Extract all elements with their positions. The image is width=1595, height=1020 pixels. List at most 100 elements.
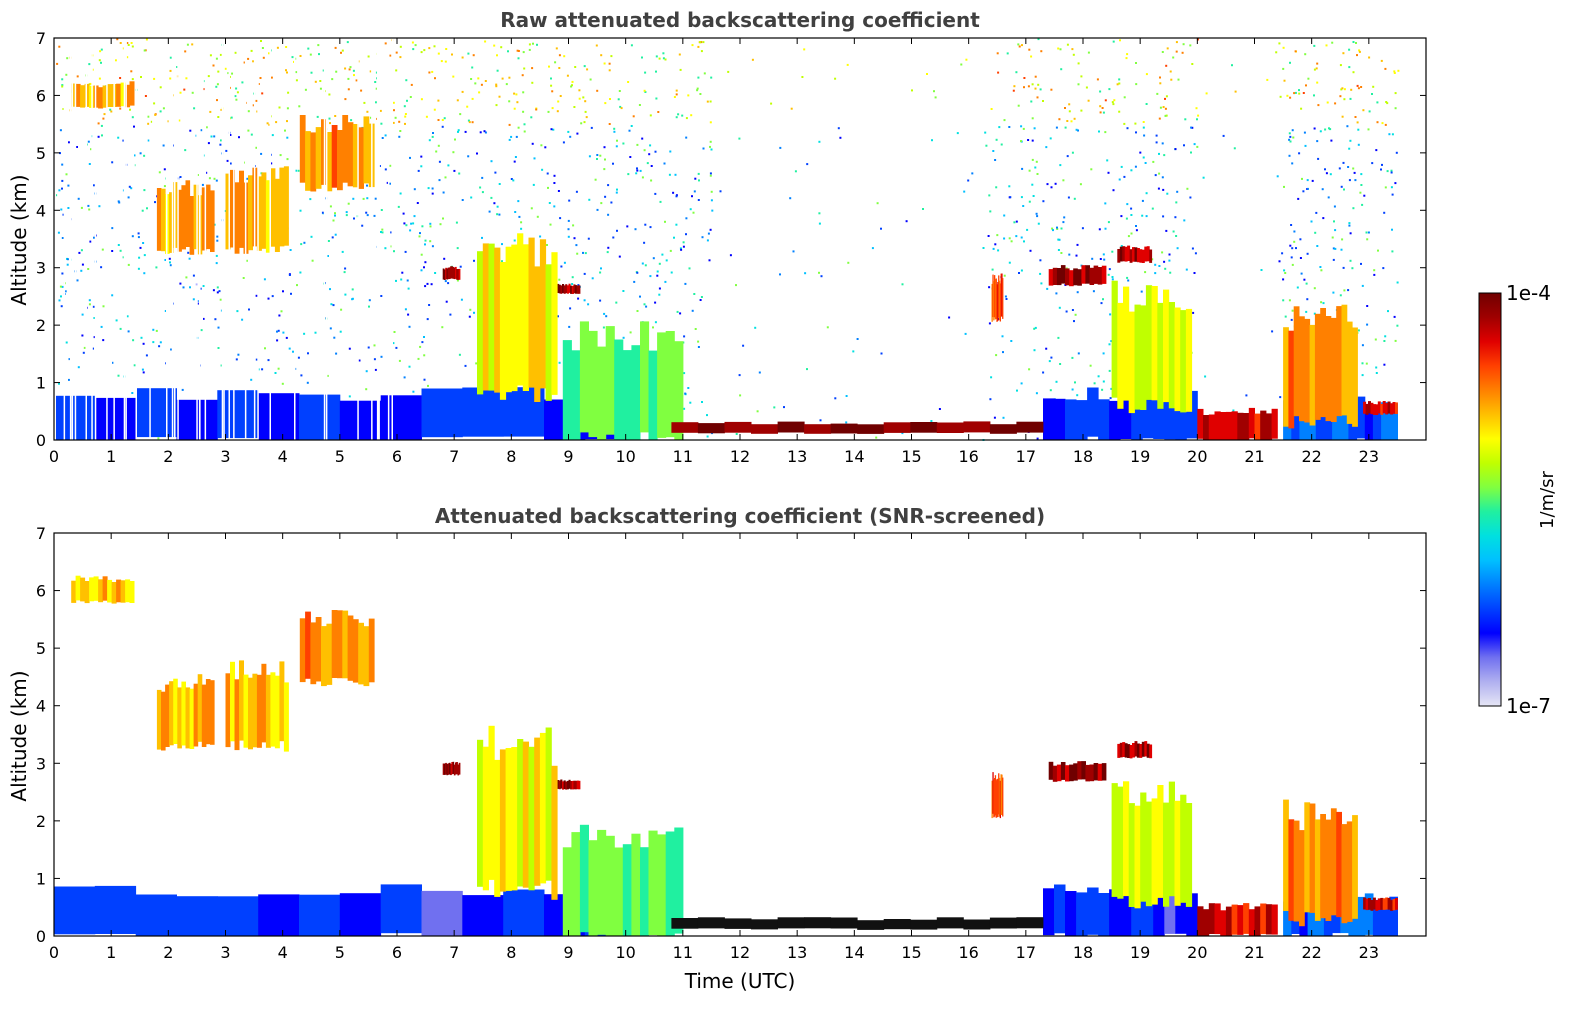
backscatter-cell (451, 266, 453, 279)
noise-pixel (274, 372, 277, 374)
noise-pixel (114, 59, 117, 62)
noise-pixel (709, 172, 712, 175)
backscatter-cell (442, 763, 445, 775)
noise-pixel (571, 80, 574, 83)
noise-pixel (393, 331, 396, 333)
noise-pixel (654, 301, 657, 304)
noise-pixel (622, 142, 625, 145)
data-gap-line (376, 38, 379, 440)
x-tick-label: 11 (673, 447, 693, 466)
x-tick-label: 21 (1244, 447, 1264, 466)
noise-pixel (495, 83, 498, 86)
noise-pixel (100, 325, 103, 328)
y-tick-label: 5 (36, 144, 46, 163)
noise-pixel (1108, 369, 1111, 372)
backscatter-cell (455, 762, 457, 775)
backscatter-cell (173, 678, 178, 744)
backscatter-cell (185, 180, 191, 247)
backscatter-cell (1134, 304, 1141, 410)
backscatter-cell (1048, 269, 1054, 286)
noise-pixel (144, 95, 147, 97)
noise-pixel (1008, 237, 1011, 240)
noise-pixel (187, 251, 190, 254)
noise-pixel (119, 77, 122, 79)
noise-pixel (184, 149, 187, 152)
noise-pixel (517, 200, 520, 203)
noise-pixel (484, 131, 487, 134)
noise-pixel (709, 140, 712, 143)
noise-pixel (97, 135, 100, 138)
backscatter-cell (936, 917, 964, 929)
noise-pixel (1279, 95, 1282, 98)
backscatter-cell (1174, 800, 1181, 906)
noise-pixel (567, 130, 570, 133)
backscatter-cell (910, 919, 938, 930)
backscatter-cell (1389, 403, 1398, 440)
noise-pixel (278, 106, 281, 109)
noise-pixel (1033, 327, 1036, 330)
x-tick-label: 19 (1130, 943, 1150, 962)
backscatter-cell (1128, 803, 1135, 907)
noise-pixel (496, 54, 498, 57)
noise-pixel (263, 278, 266, 281)
noise-pixel (554, 61, 557, 64)
noise-pixel (1338, 167, 1341, 170)
noise-pixel (208, 177, 211, 180)
backscatter-cell (448, 762, 451, 775)
noise-pixel (1120, 215, 1123, 218)
noise-pixel (591, 277, 594, 280)
noise-pixel (574, 66, 577, 68)
backscatter-cell (1077, 269, 1082, 286)
backscatter-cell (358, 622, 364, 685)
data-gap-line (325, 38, 328, 440)
noise-pixel (1298, 92, 1301, 95)
noise-pixel (1331, 236, 1334, 239)
noise-pixel (471, 121, 474, 124)
y-tick-label: 1 (36, 869, 46, 888)
noise-pixel (1375, 372, 1378, 374)
noise-pixel (518, 215, 521, 218)
noise-pixel (1304, 144, 1307, 147)
noise-pixel (989, 398, 992, 401)
noise-pixel (739, 394, 742, 397)
noise-pixel (390, 231, 393, 234)
backscatter-cell (1214, 411, 1221, 440)
noise-pixel (420, 253, 423, 256)
noise-pixel (203, 317, 205, 320)
noise-pixel (384, 134, 387, 137)
noise-pixel (286, 120, 288, 123)
noise-pixel (1313, 127, 1316, 130)
backscatter-cell (777, 421, 805, 433)
noise-pixel (238, 136, 240, 139)
noise-pixel (1102, 380, 1105, 383)
noise-pixel (423, 336, 425, 338)
noise-pixel (100, 124, 103, 127)
noise-pixel (991, 268, 994, 271)
noise-pixel (566, 74, 569, 77)
noise-pixel (675, 194, 678, 197)
noise-pixel (596, 208, 599, 211)
backscatter-cell (1248, 407, 1255, 439)
noise-pixel (406, 279, 409, 282)
noise-pixel (231, 72, 234, 75)
noise-pixel (620, 107, 623, 110)
noise-pixel (522, 91, 525, 94)
noise-pixel (424, 261, 427, 264)
noise-pixel (374, 368, 377, 371)
backscatter-cell (210, 680, 215, 745)
noise-pixel (1304, 53, 1307, 56)
noise-pixel (299, 209, 302, 212)
noise-pixel (1006, 52, 1009, 55)
backscatter-cell (193, 184, 199, 250)
backscatter-cell (1392, 402, 1396, 414)
noise-pixel (1319, 266, 1322, 268)
noise-pixel (310, 235, 313, 238)
backscatter-cell (1346, 821, 1353, 922)
noise-pixel (423, 354, 426, 357)
noise-pixel (421, 225, 424, 228)
noise-pixel (400, 278, 403, 281)
noise-pixel (295, 71, 298, 74)
noise-pixel (1027, 85, 1030, 88)
noise-pixel (217, 326, 220, 329)
